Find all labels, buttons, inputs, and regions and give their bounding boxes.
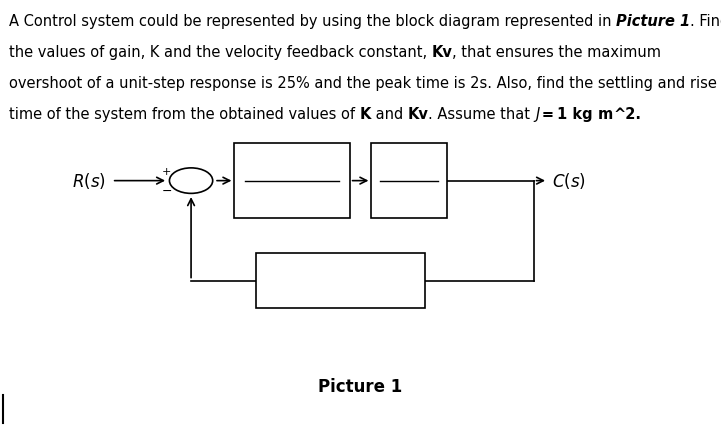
Text: $s$: $s$ xyxy=(404,189,415,207)
Text: +: + xyxy=(162,167,171,177)
Text: and: and xyxy=(371,107,407,122)
Text: . Assume that: . Assume that xyxy=(428,107,535,122)
Text: J: J xyxy=(535,107,539,122)
Text: $1+K_v s$: $1+K_v s$ xyxy=(311,270,371,291)
Text: $R(s)$: $R(s)$ xyxy=(72,170,106,191)
Text: , that ensures the maximum: , that ensures the maximum xyxy=(452,45,661,60)
Text: ^2.: ^2. xyxy=(614,107,641,122)
Text: A Control system could be represented by using the block diagram represented in: A Control system could be represented by… xyxy=(9,14,616,28)
Text: Picture 1: Picture 1 xyxy=(319,378,402,396)
Text: . Find: . Find xyxy=(690,14,721,28)
Text: =: = xyxy=(539,107,557,122)
Text: $K$: $K$ xyxy=(285,156,299,173)
FancyBboxPatch shape xyxy=(371,144,447,218)
Text: overshoot of a unit-step response is 25% and the peak time is 2s. Also, find the: overshoot of a unit-step response is 25%… xyxy=(9,76,717,91)
Text: Kv: Kv xyxy=(431,45,452,60)
Text: m: m xyxy=(598,107,614,122)
Text: $1$: $1$ xyxy=(403,156,415,173)
Text: $C(s)$: $C(s)$ xyxy=(552,170,585,191)
Text: 1 kg: 1 kg xyxy=(557,107,598,122)
Text: −: − xyxy=(162,185,172,198)
FancyBboxPatch shape xyxy=(256,253,425,308)
Text: K: K xyxy=(359,107,371,122)
Text: Kv: Kv xyxy=(407,107,428,122)
FancyBboxPatch shape xyxy=(234,144,350,218)
Text: Picture 1: Picture 1 xyxy=(616,14,690,28)
Text: the values of gain, K and the velocity feedback constant,: the values of gain, K and the velocity f… xyxy=(9,45,431,60)
Text: time of the system from the obtained values of: time of the system from the obtained val… xyxy=(9,107,359,122)
Text: $Js$: $Js$ xyxy=(283,187,301,208)
